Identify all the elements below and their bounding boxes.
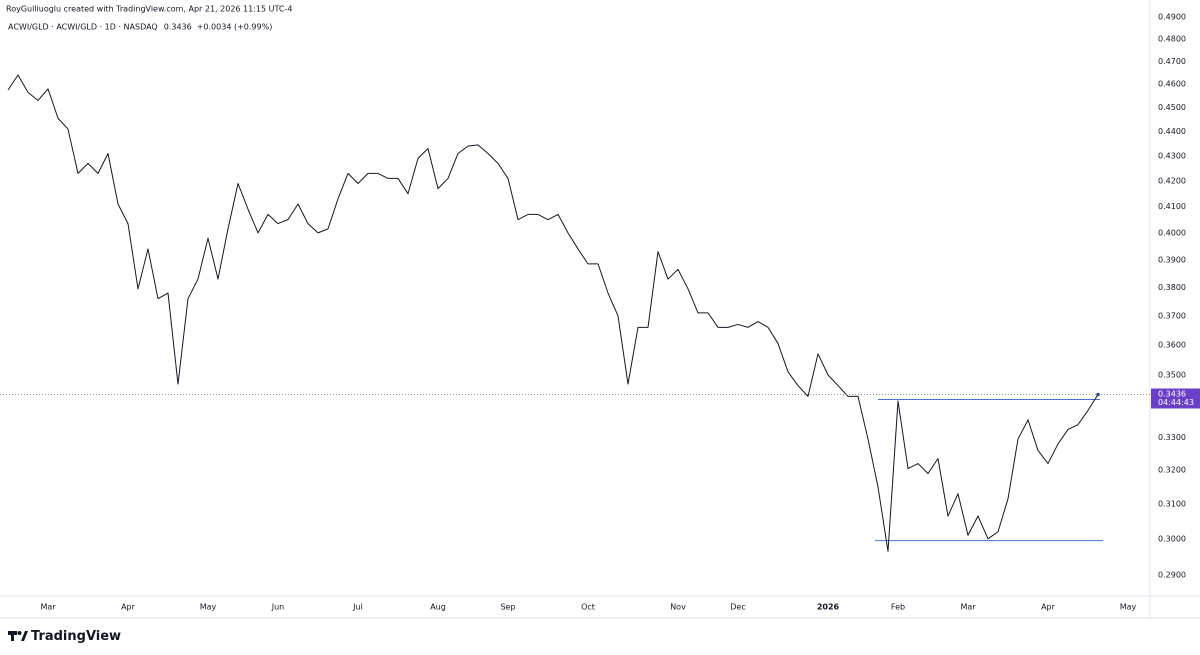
- legend-symbol: ACWI/GLD · ACWI/GLD · 1D · NASDAQ: [8, 23, 158, 32]
- last-point: [1096, 392, 1100, 397]
- y-tick-label: 0.4200: [1158, 176, 1186, 185]
- y-tick-label: 0.4900: [1158, 13, 1186, 22]
- x-tick-label: Jul: [352, 603, 363, 612]
- y-tick-label: 0.3800: [1158, 283, 1186, 292]
- y-tick-label: 0.4500: [1158, 103, 1186, 112]
- x-tick-label: Feb: [891, 603, 905, 612]
- y-tick-label: 0.4100: [1158, 202, 1186, 211]
- price-line: [7, 74, 1099, 552]
- logo-mark: [11, 631, 14, 641]
- y-tick-label: 0.2900: [1158, 570, 1186, 579]
- y-tick-label: 0.3300: [1158, 433, 1186, 442]
- x-tick-label: Oct: [581, 603, 595, 612]
- y-tick-label: 0.3000: [1158, 534, 1186, 543]
- price-badge: [1151, 388, 1200, 409]
- y-tick-label: 0.4000: [1158, 228, 1186, 237]
- y-tick-label: 0.3600: [1158, 340, 1186, 349]
- legend-change: +0.0034 (+0.99%): [197, 23, 273, 32]
- y-tick-label: 0.4400: [1158, 127, 1186, 136]
- x-tick-label: May: [200, 603, 217, 612]
- y-tick-label: 0.3900: [1158, 255, 1186, 264]
- x-tick-label: Mar: [40, 603, 56, 612]
- y-tick-label: 0.4600: [1158, 80, 1186, 89]
- x-tick-label: Mar: [960, 603, 976, 612]
- x-tick-label: Apr: [121, 603, 136, 612]
- x-tick-label: Sep: [500, 603, 515, 612]
- x-tick-label: Nov: [670, 603, 686, 612]
- logo-mark: [21, 631, 28, 641]
- x-tick-label: Apr: [1041, 603, 1056, 612]
- y-tick-label: 0.4300: [1158, 151, 1186, 160]
- y-tick-label: 0.3100: [1158, 499, 1186, 508]
- y-tick-label: 0.4800: [1158, 34, 1186, 43]
- y-tick-label: 0.3500: [1158, 370, 1186, 379]
- attribution: RoyGulliuoglu created with TradingView.c…: [6, 5, 292, 14]
- x-tick-label: Aug: [430, 603, 446, 612]
- x-tick-label: May: [1120, 603, 1137, 612]
- logo-mark: [17, 631, 22, 635]
- x-tick-label: Dec: [730, 603, 745, 612]
- logo: TradingView: [8, 629, 121, 644]
- y-tick-label: 0.3700: [1158, 311, 1186, 320]
- legend-last: 0.3436: [164, 23, 192, 32]
- y-tick-label: 0.4700: [1158, 57, 1186, 66]
- logo-text: TradingView: [31, 629, 121, 644]
- y-tick-label: 0.3200: [1158, 466, 1186, 475]
- x-tick-label: 2026: [817, 603, 840, 612]
- price-badge-countdown: 04:44:43: [1158, 398, 1194, 407]
- price-badge-value: 0.3436: [1158, 390, 1186, 399]
- x-tick-label: Jun: [271, 603, 285, 612]
